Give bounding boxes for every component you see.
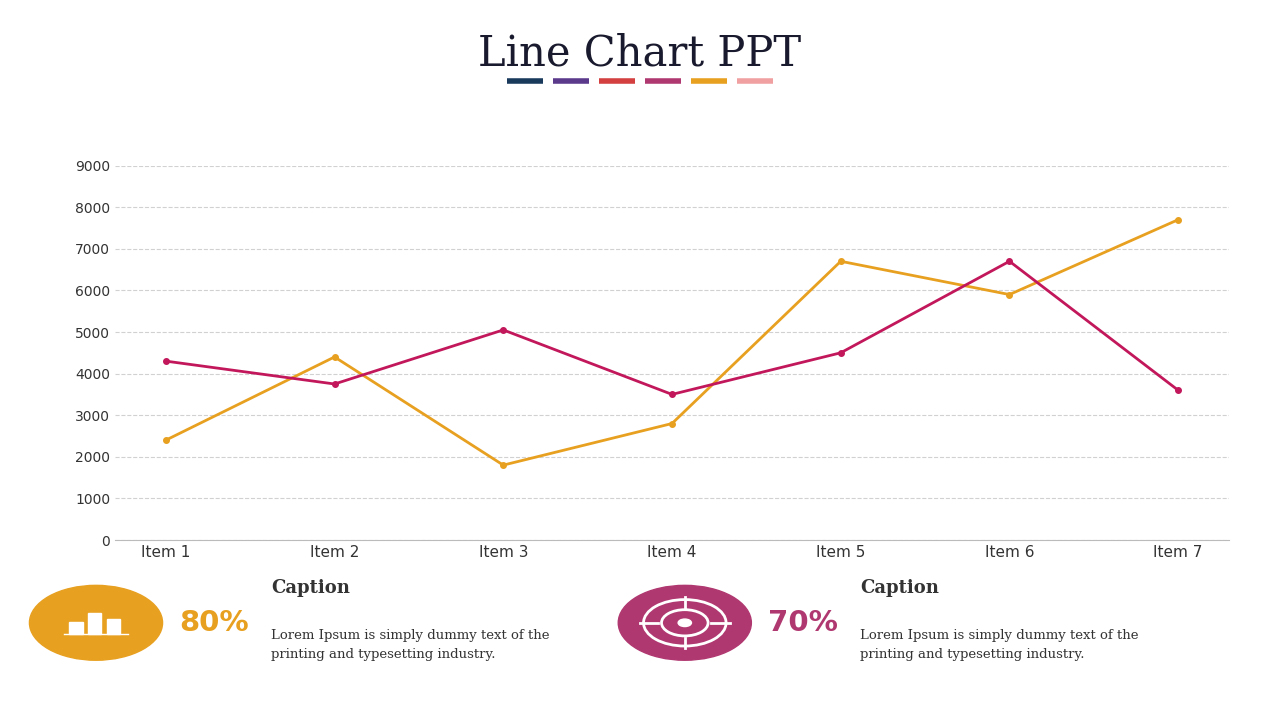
Text: Line Chart PPT: Line Chart PPT xyxy=(479,32,801,74)
Text: Caption: Caption xyxy=(860,579,940,598)
Text: Lorem Ipsum is simply dummy text of the
printing and typesetting industry.: Lorem Ipsum is simply dummy text of the … xyxy=(271,629,550,660)
Text: 70%: 70% xyxy=(768,609,838,636)
Text: Lorem Ipsum is simply dummy text of the
printing and typesetting industry.: Lorem Ipsum is simply dummy text of the … xyxy=(860,629,1139,660)
Text: Caption: Caption xyxy=(271,579,351,598)
Text: 80%: 80% xyxy=(179,609,248,636)
